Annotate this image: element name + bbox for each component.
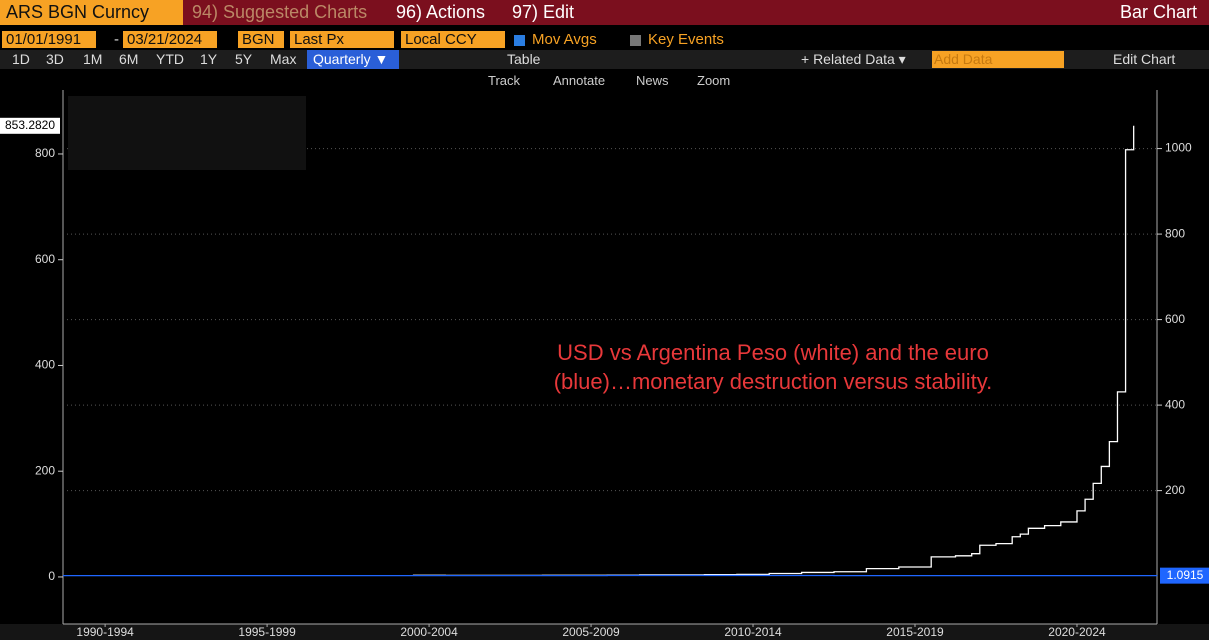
value-callout xyxy=(0,117,60,134)
value-callout-label: 853.2820 xyxy=(5,118,55,132)
value-callout xyxy=(1160,567,1209,584)
actions[interactable]: 96) Actions xyxy=(396,2,486,22)
y2-tick-label: 1000 xyxy=(1165,141,1192,155)
tool-button[interactable]: Track xyxy=(488,73,521,88)
y2-tick-label: 600 xyxy=(1165,312,1185,326)
checkbox[interactable] xyxy=(514,35,525,46)
x-tick-label: 1990-1994 xyxy=(76,625,134,639)
edit[interactable]: 97) Edit xyxy=(512,2,575,22)
y-tick-label: 800 xyxy=(35,146,55,160)
checkbox[interactable] xyxy=(630,35,641,46)
y-tick-label: 0 xyxy=(48,569,55,583)
chart-kind: Bar Chart xyxy=(1119,2,1197,22)
table[interactable]: Table xyxy=(507,51,541,67)
y-tick-label: 400 xyxy=(35,358,55,372)
range-button[interactable]: 6M xyxy=(119,51,139,67)
range-button[interactable]: YTD xyxy=(156,51,184,67)
key-events[interactable]: Key Events xyxy=(648,31,724,48)
legend-box xyxy=(68,96,306,170)
x-tick-label: 2015-2019 xyxy=(886,625,944,639)
edit-chart[interactable]: Edit Chart xyxy=(1113,51,1176,67)
start-date[interactable]: 01/01/1991 xyxy=(2,31,96,48)
currency[interactable]: Local CCY xyxy=(401,31,505,48)
y2-tick-label: 400 xyxy=(1165,397,1185,411)
axis-band xyxy=(0,624,1209,640)
x-tick-label: 2005-2009 xyxy=(562,625,620,639)
x-tick-label: 2020-2024 xyxy=(1048,625,1106,639)
range-button[interactable]: 5Y xyxy=(235,51,253,67)
source[interactable]: BGN xyxy=(238,31,284,48)
range-button[interactable]: 1Y xyxy=(200,51,218,67)
x-tick-label: 1995-1999 xyxy=(238,625,296,639)
x-tick-label: 2010-2014 xyxy=(724,625,782,639)
dash: - xyxy=(114,31,119,48)
range-button[interactable]: Max xyxy=(270,51,297,67)
range-button[interactable]: 1M xyxy=(83,51,103,67)
field[interactable]: Last Px xyxy=(290,31,394,48)
add-data[interactable]: Add Data xyxy=(932,51,1064,68)
range-button[interactable]: 3D xyxy=(46,51,64,67)
x-tick-label: 2000-2004 xyxy=(400,625,458,639)
range-button[interactable]: 1D xyxy=(12,51,30,67)
y-tick-label: 200 xyxy=(35,463,55,477)
y2-tick-label: 200 xyxy=(1165,483,1185,497)
mov-avgs[interactable]: Mov Avgs xyxy=(532,31,597,48)
annotation: USD vs Argentina Peso (white) and the eu… xyxy=(553,340,993,394)
y-tick-label: 600 xyxy=(35,252,55,266)
tool-button[interactable]: Annotate xyxy=(553,73,606,88)
ticker[interactable]: ARS BGN Curncy xyxy=(0,0,183,25)
y2-tick-label: 800 xyxy=(1165,226,1185,240)
related[interactable]: + Related Data ▾ xyxy=(801,51,906,67)
suggested[interactable]: 94) Suggested Charts xyxy=(192,2,368,22)
value-callout-label: 1.0915 xyxy=(1167,568,1204,582)
end-date[interactable]: 03/21/2024 xyxy=(123,31,217,48)
toolbar xyxy=(0,50,1209,69)
period[interactable]: Quarterly ▼ xyxy=(307,50,399,69)
title-bar xyxy=(0,0,1209,25)
tool-button[interactable]: Zoom xyxy=(697,73,731,88)
tool-button[interactable]: News xyxy=(636,73,669,88)
